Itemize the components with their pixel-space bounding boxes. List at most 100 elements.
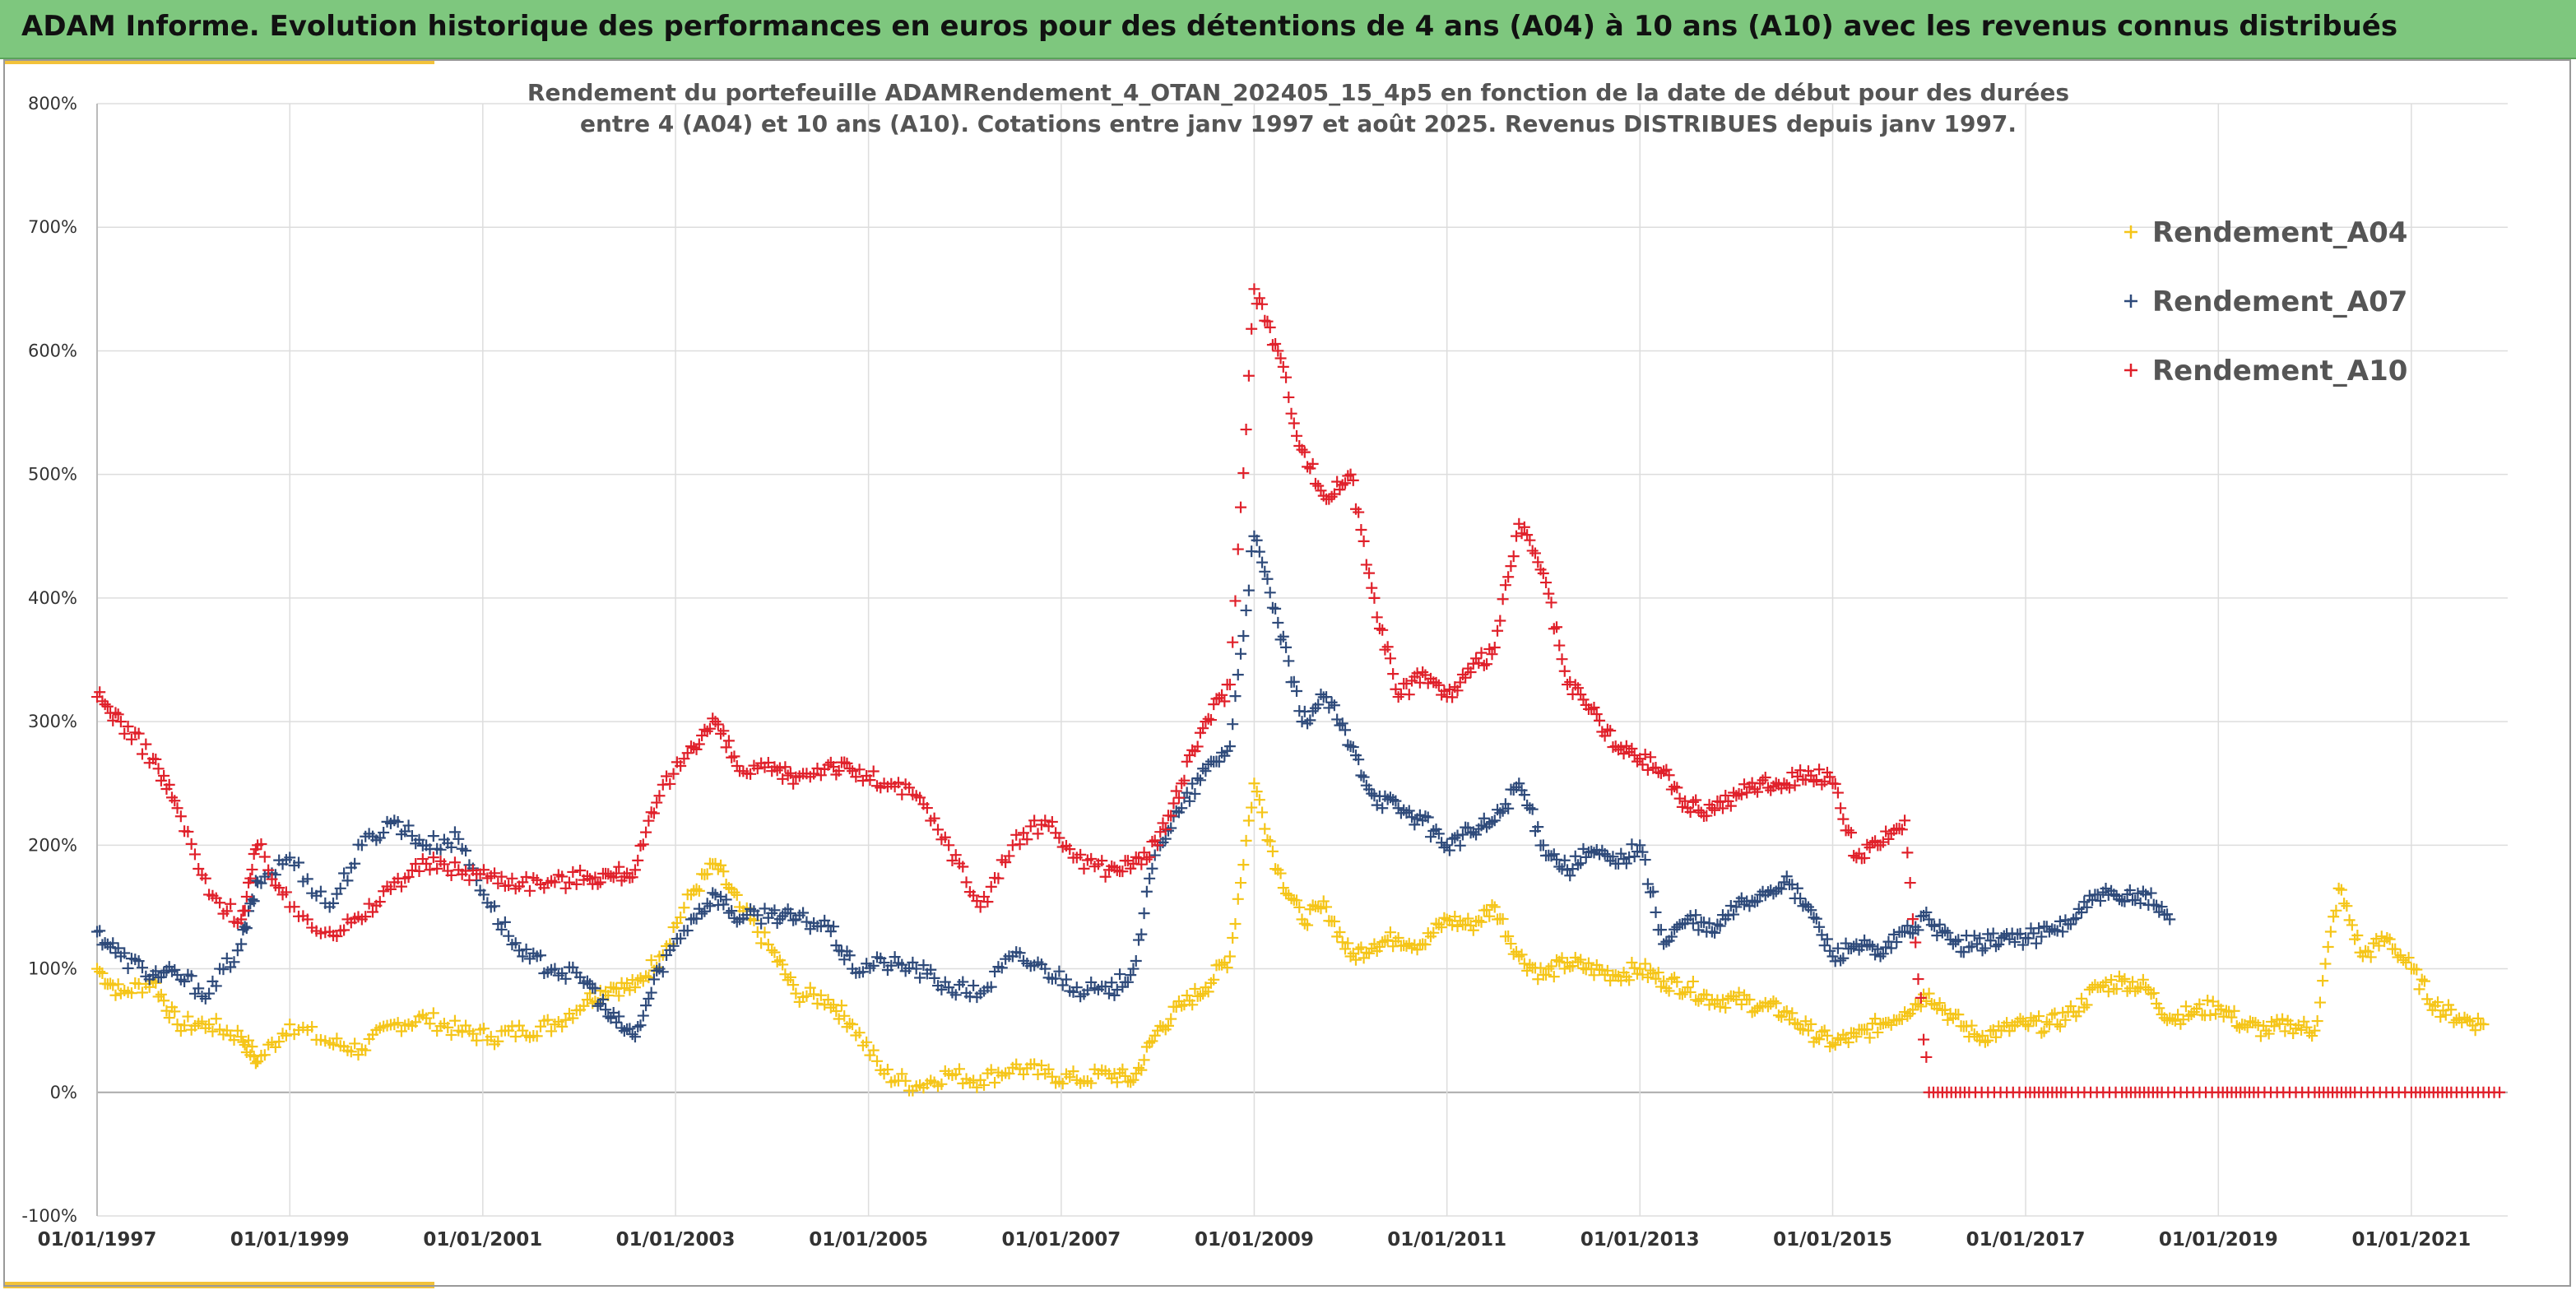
data-point [838,756,851,768]
data-point [751,909,764,921]
data-point [1165,810,1177,822]
data-point [489,867,501,879]
data-point [731,916,743,928]
data-point [1761,1000,1774,1013]
data-point [367,906,379,918]
data-point [835,1000,847,1012]
data-point [406,829,418,842]
data-point [1473,915,1485,927]
data-point [2091,889,2104,901]
data-point [1494,807,1506,819]
data-point [112,708,124,721]
data-point [2287,1027,2300,1039]
data-point [1296,716,1308,728]
data-point [1716,802,1729,814]
data-point [1430,676,1442,689]
data-point [284,1019,296,1031]
data-point [1518,789,1530,801]
data-point [1931,930,1943,942]
legend: Rendement_A04 Rendement_A07 Rendement_A10 [2124,216,2407,387]
data-point [1826,1037,1839,1049]
data-point [1551,954,1563,966]
data-point [1957,946,1970,958]
data-point [709,857,722,870]
data-point [2273,1018,2286,1030]
data-point [815,769,827,782]
data-point [928,972,940,984]
data-point [935,983,948,995]
data-point [413,833,425,846]
data-point [1872,1026,1884,1038]
data-point [833,1013,845,1025]
data-point [2156,901,2168,913]
data-point [1307,457,1319,470]
data-point [2300,1021,2313,1033]
grid-lines [96,103,2508,1217]
data-point [1451,920,1464,932]
data-point [235,938,248,950]
data-point [1191,772,1204,784]
x-tick-label: 01/01/2017 [1966,1229,2086,1251]
data-point [2027,927,2040,940]
data-point [1392,932,1404,944]
data-point [1334,484,1346,496]
data-point [1933,918,1946,930]
data-point [731,760,743,773]
data-point [768,946,781,958]
y-tick-label: 600% [28,341,77,360]
series-points [91,283,2506,1098]
data-point [155,988,167,1000]
data-point [1111,983,1123,995]
data-point [1138,907,1150,920]
data-point [1829,1039,1841,1051]
data-point [2494,1086,2506,1098]
data-point [1556,653,1568,666]
data-point [613,1010,625,1023]
data-point [910,963,922,975]
data-point [1524,802,1536,814]
data-point [2277,1013,2289,1025]
data-point [2017,939,2029,951]
data-point [280,1029,292,1042]
data-point [549,963,561,975]
data-point [1669,781,1681,793]
data-point [1242,369,1255,382]
data-point [1984,935,1997,947]
data-point [1159,824,1172,836]
data-point [784,907,796,920]
data-point [1032,828,1044,840]
data-point [804,981,816,994]
data-point [1111,1076,1123,1088]
data-point [1323,493,1335,505]
data-point [284,851,296,864]
data-point [246,893,258,906]
x-tick-label: 01/01/1999 [230,1229,350,1251]
data-point [740,909,753,921]
data-point [2164,913,2176,926]
data-point [867,765,880,777]
data-point [1692,924,1705,936]
data-point [1266,339,1279,351]
data-point [1368,592,1381,604]
data-point [1256,806,1269,819]
legend-label: Rendement_A07 [2152,285,2407,318]
data-point [1950,935,1962,948]
data-point [1882,833,1895,845]
data-point [1042,1063,1055,1075]
data-point [1111,864,1123,876]
data-point [2022,1020,2035,1032]
data-point [1240,424,1252,436]
data-point [1229,690,1242,703]
data-point [1585,845,1598,857]
data-point [2461,1014,2473,1026]
data-point [207,1025,219,1037]
data-point [815,989,827,1001]
data-point [1067,1065,1079,1078]
data-point [1246,801,1258,814]
data-point [1106,977,1118,989]
data-point [1056,1078,1069,1090]
data-point [1140,885,1153,898]
data-point [384,883,397,895]
data-point [2022,932,2035,944]
data-point [847,765,859,777]
